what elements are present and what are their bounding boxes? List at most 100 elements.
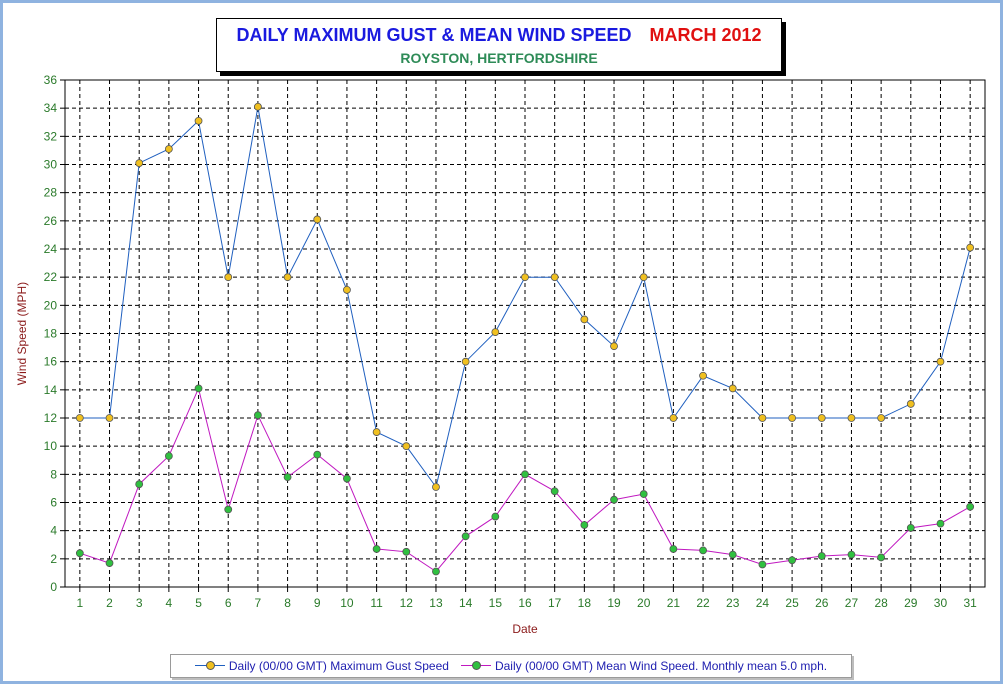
data-point-mean	[491, 512, 500, 521]
data-point-mean	[610, 495, 618, 504]
x-tick-label: 20	[637, 596, 651, 610]
data-point-gust	[105, 414, 114, 422]
data-point-mean	[224, 505, 233, 514]
data-point-mean	[254, 411, 262, 420]
x-tick-label: 2	[106, 596, 113, 610]
x-axis-label: Date	[512, 622, 538, 636]
x-tick-label: 11	[370, 596, 383, 610]
y-tick-label: 24	[44, 242, 58, 256]
legend-swatch-gust	[194, 661, 225, 671]
x-tick-label: 17	[548, 596, 562, 610]
x-tick-label: 21	[667, 596, 681, 610]
x-tick-label: 12	[400, 596, 414, 610]
data-point-mean	[936, 519, 945, 528]
data-point-gust	[521, 273, 529, 282]
data-point-gust	[817, 414, 826, 422]
data-point-gust	[343, 285, 351, 294]
x-tick-label: 29	[904, 596, 918, 610]
x-tick-label: 1	[76, 596, 83, 610]
data-point-mean	[461, 532, 470, 541]
data-point-mean	[135, 480, 144, 489]
y-tick-label: 12	[44, 411, 58, 425]
data-point-mean	[906, 523, 915, 532]
x-tick-label: 28	[874, 596, 888, 610]
x-tick-label: 19	[607, 596, 621, 610]
data-point-gust	[372, 428, 381, 436]
x-tick-label: 16	[518, 596, 532, 610]
y-tick-label: 28	[44, 186, 58, 200]
x-tick-label: 27	[845, 596, 859, 610]
chart-title-line: DAILY MAXIMUM GUST & MEAN WIND SPEED MARC…	[217, 25, 781, 46]
data-point-gust	[164, 145, 173, 153]
data-point-mean	[164, 452, 173, 460]
x-tick-label: 22	[696, 596, 710, 610]
data-point-mean	[877, 553, 886, 562]
data-point-gust	[432, 483, 440, 491]
x-tick-label: 25	[785, 596, 799, 610]
data-point-mean	[521, 470, 529, 479]
data-point-mean	[550, 487, 559, 496]
data-point-gust	[966, 243, 975, 252]
y-tick-label: 22	[44, 270, 58, 284]
y-tick-label: 14	[44, 383, 58, 397]
x-tick-label: 18	[578, 596, 592, 610]
data-point-mean	[758, 560, 767, 569]
y-tick-label: 16	[44, 355, 58, 369]
data-point-gust	[224, 273, 233, 282]
data-point-gust	[877, 414, 886, 422]
x-tick-label: 13	[429, 596, 443, 610]
y-tick-label: 26	[44, 214, 58, 228]
data-point-mean	[343, 474, 351, 483]
data-point-gust	[639, 273, 648, 282]
data-point-mean	[847, 550, 856, 559]
x-tick-label: 31	[963, 596, 977, 610]
data-point-gust	[699, 371, 707, 380]
data-point-gust	[461, 357, 470, 366]
x-tick-label: 4	[166, 596, 173, 610]
legend-label-gust: Daily (00/00 GMT) Maximum Gust Speed	[228, 659, 449, 673]
data-point-gust	[75, 414, 84, 422]
data-point-gust	[758, 414, 767, 422]
data-point-mean	[639, 490, 648, 498]
chart-title-box: DAILY MAXIMUM GUST & MEAN WIND SPEED MARC…	[216, 18, 782, 72]
data-point-mean	[699, 546, 707, 555]
x-tick-label: 5	[195, 596, 202, 610]
x-tick-label: 6	[225, 596, 232, 610]
data-point-gust	[936, 357, 945, 366]
data-point-gust	[728, 384, 737, 393]
x-tick-label: 23	[726, 596, 740, 610]
y-tick-label: 4	[50, 524, 57, 538]
data-point-gust	[610, 342, 618, 351]
data-point-gust	[847, 414, 856, 422]
data-point-gust	[194, 116, 203, 125]
y-tick-label: 10	[44, 439, 58, 453]
x-tick-label: 9	[314, 596, 321, 610]
y-tick-label: 6	[50, 496, 57, 510]
legend-item-gust: Daily (00/00 GMT) Maximum Gust Speed	[194, 659, 449, 673]
data-point-gust	[580, 315, 589, 324]
data-point-gust	[135, 159, 144, 167]
data-point-gust	[402, 442, 411, 451]
data-point-mean	[402, 547, 411, 556]
y-tick-label: 18	[44, 327, 58, 341]
data-point-mean	[669, 545, 678, 553]
legend-item-mean: Daily (00/00 GMT) Mean Wind Speed. Month…	[460, 659, 827, 673]
data-point-mean	[313, 450, 322, 459]
y-tick-label: 32	[44, 129, 58, 143]
data-point-mean	[966, 502, 975, 511]
x-tick-label: 30	[934, 596, 948, 610]
chart-title-date: MARCH 2012	[649, 25, 762, 45]
data-point-mean	[788, 556, 796, 565]
y-tick-label: 30	[44, 158, 58, 172]
y-tick-label: 34	[44, 101, 58, 115]
data-point-gust	[491, 328, 500, 336]
x-tick-label: 14	[459, 596, 473, 610]
x-tick-label: 7	[255, 596, 262, 610]
data-point-gust	[254, 102, 262, 111]
x-tick-label: 15	[489, 596, 503, 610]
x-tick-label: 8	[284, 596, 291, 610]
data-point-mean	[194, 384, 203, 393]
data-point-gust	[788, 414, 796, 422]
y-tick-label: 36	[44, 73, 58, 87]
